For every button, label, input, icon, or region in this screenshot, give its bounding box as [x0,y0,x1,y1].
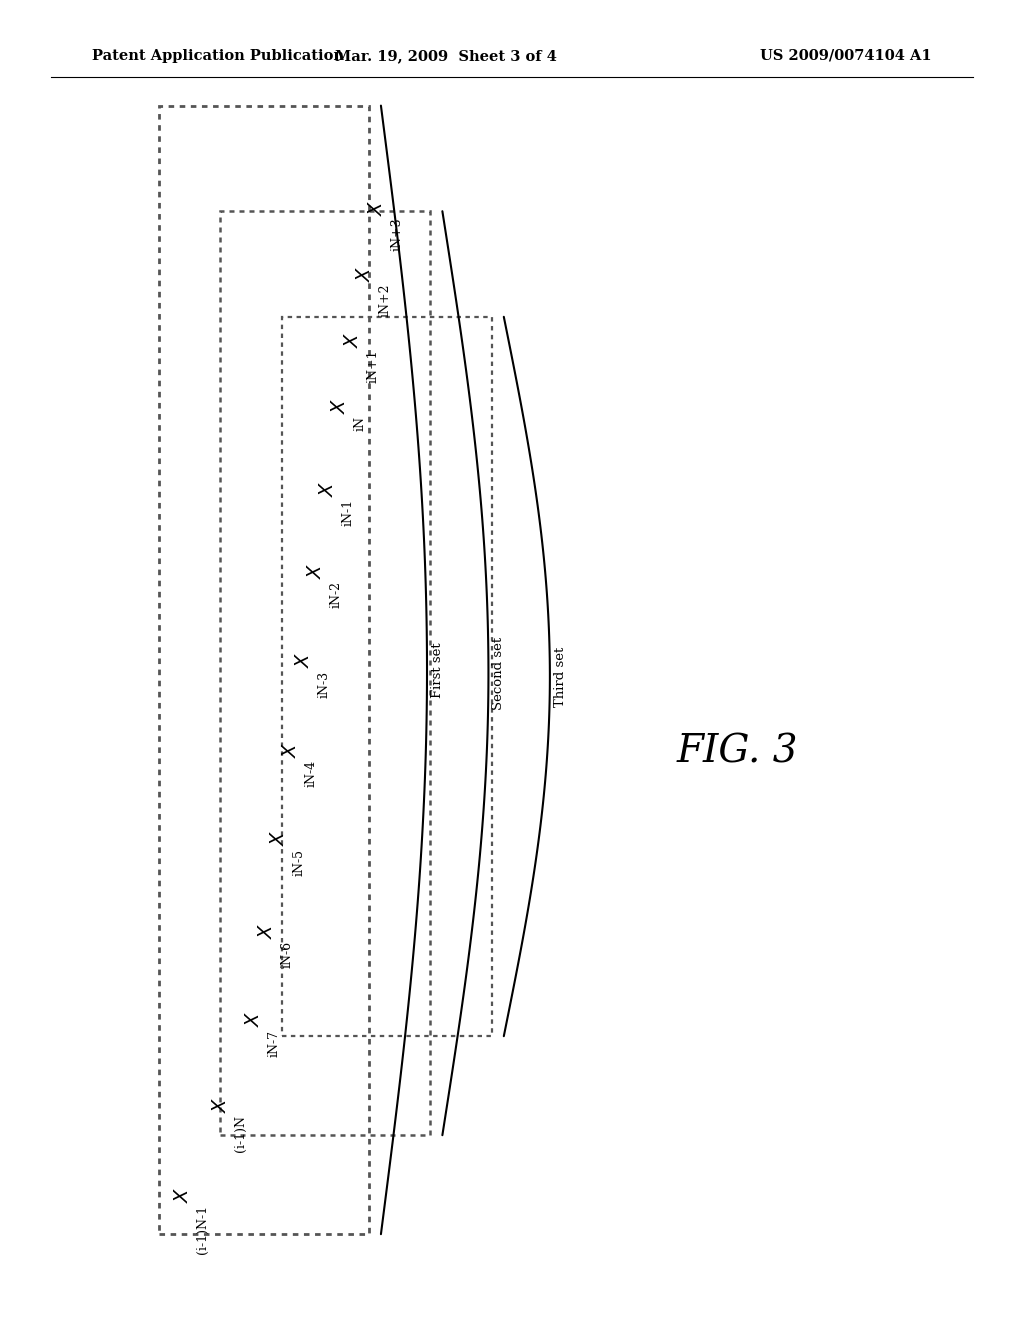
Text: Mar. 19, 2009  Sheet 3 of 4: Mar. 19, 2009 Sheet 3 of 4 [335,49,556,63]
Text: iN-7: iN-7 [268,1030,281,1056]
Text: $\mathit{X}$: $\mathit{X}$ [257,923,275,939]
Text: iN-1: iN-1 [342,499,354,527]
Text: iN-6: iN-6 [281,941,293,969]
Text: $\mathit{X}$: $\mathit{X}$ [269,830,288,846]
Text: $\mathit{X}$: $\mathit{X}$ [355,265,374,281]
Text: (i-1)N: (i-1)N [234,1115,247,1152]
Text: Third set: Third set [554,647,566,706]
Text: $\mathit{X}$: $\mathit{X}$ [173,1187,191,1203]
Text: $\mathit{X}$: $\mathit{X}$ [306,562,325,578]
Text: iN+2: iN+2 [379,284,391,317]
Text: Second set: Second set [493,636,505,710]
Bar [282,317,492,1036]
Text: iN+1: iN+1 [367,350,379,383]
Text: FIG. 3: FIG. 3 [677,734,798,771]
Text: $\mathit{X}$: $\mathit{X}$ [318,480,337,496]
Text: iN+3: iN+3 [391,218,403,251]
Text: iN: iN [354,416,367,430]
Text: iN-2: iN-2 [330,581,342,607]
Text: iN-3: iN-3 [317,671,330,698]
Text: $\mathit{X}$: $\mathit{X}$ [368,199,386,215]
Bar [220,211,430,1135]
Text: Patent Application Publication: Patent Application Publication [92,49,344,63]
Text: $\mathit{X}$: $\mathit{X}$ [294,652,312,668]
Text: iN-5: iN-5 [293,849,305,875]
Text: $\mathit{X}$: $\mathit{X}$ [343,331,361,347]
Text: $\mathit{X}$: $\mathit{X}$ [331,397,349,413]
Text: $\mathit{X}$: $\mathit{X}$ [282,742,300,758]
Text: $\mathit{X}$: $\mathit{X}$ [211,1097,229,1113]
Bar [159,106,369,1234]
Text: $\mathit{X}$: $\mathit{X}$ [245,1011,263,1027]
Text: (i-1)N-1: (i-1)N-1 [197,1205,209,1254]
Text: iN-4: iN-4 [305,760,317,788]
Text: First set: First set [431,642,443,698]
Text: US 2009/0074104 A1: US 2009/0074104 A1 [760,49,932,63]
